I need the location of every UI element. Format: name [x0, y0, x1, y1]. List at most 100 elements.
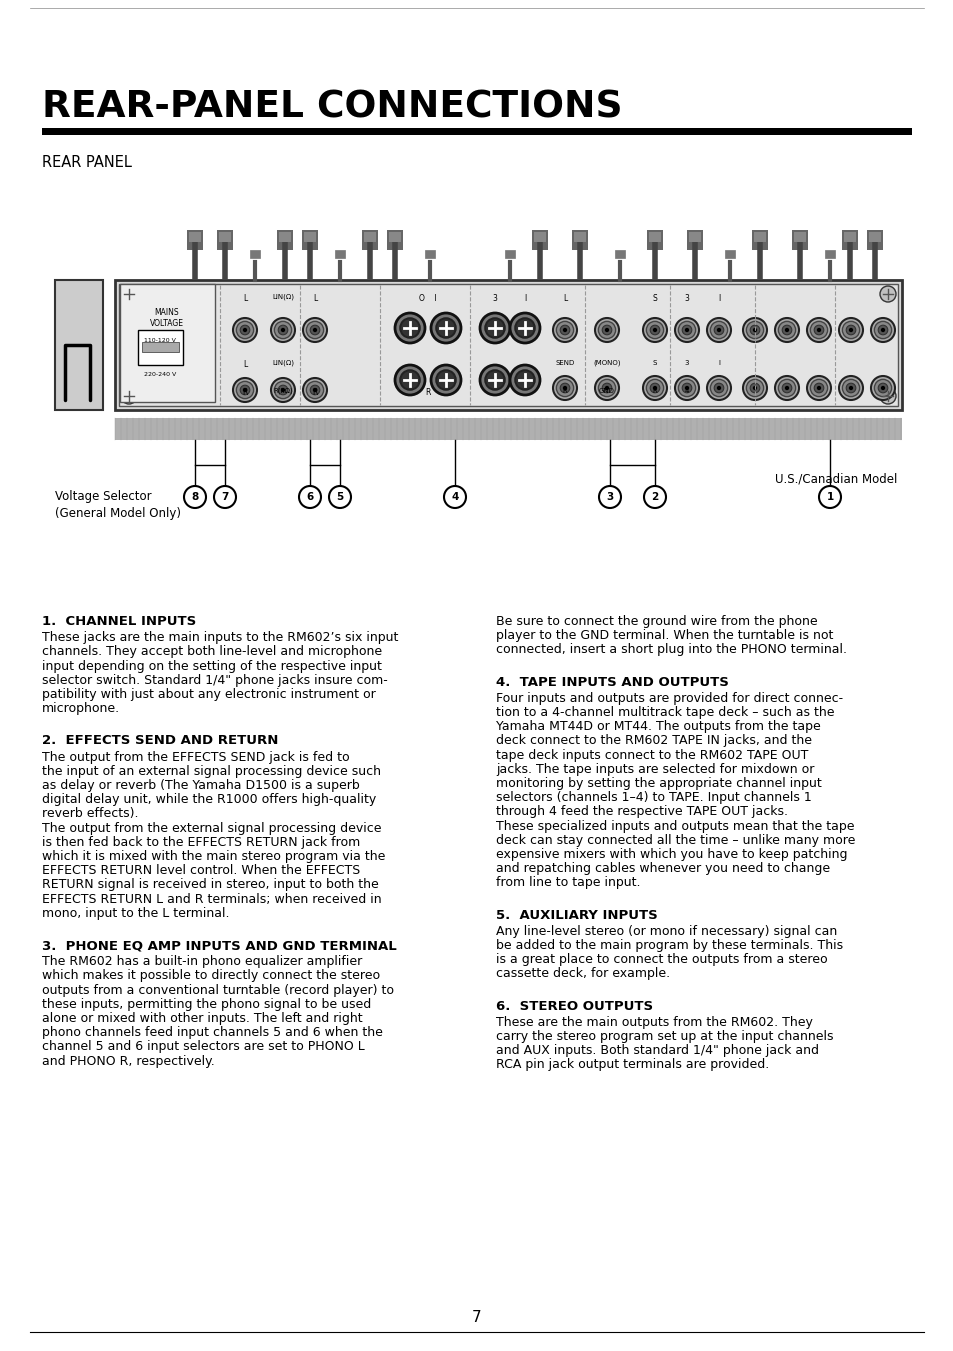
Text: 4: 4	[451, 492, 458, 503]
Text: 3: 3	[492, 295, 497, 303]
Bar	[387, 230, 402, 250]
Bar	[276, 230, 293, 250]
Circle shape	[678, 380, 695, 397]
Circle shape	[710, 322, 727, 339]
Text: (MONO): (MONO)	[593, 359, 620, 366]
Bar	[866, 230, 882, 250]
Text: Four inputs and outputs are provided for direct connec-: Four inputs and outputs are provided for…	[496, 692, 842, 705]
Text: 3.  PHONE EQ AMP INPUTS AND GND TERMINAL: 3. PHONE EQ AMP INPUTS AND GND TERMINAL	[42, 939, 396, 952]
Bar	[532, 230, 547, 250]
Circle shape	[553, 317, 577, 342]
Text: 5: 5	[336, 492, 343, 503]
Text: jacks. The tape inputs are selected for mixdown or: jacks. The tape inputs are selected for …	[496, 763, 814, 775]
Bar	[841, 230, 857, 250]
Text: These jacks are the main inputs to the RM602’s six input: These jacks are the main inputs to the R…	[42, 631, 398, 644]
Circle shape	[650, 326, 659, 335]
Bar	[751, 230, 767, 250]
Circle shape	[595, 376, 618, 400]
Circle shape	[838, 376, 862, 400]
Text: REAR PANEL: REAR PANEL	[42, 155, 132, 170]
Text: L: L	[562, 295, 566, 303]
Circle shape	[395, 365, 424, 394]
Circle shape	[781, 326, 791, 335]
Text: digital delay unit, while the R1000 offers high-quality: digital delay unit, while the R1000 offe…	[42, 793, 375, 807]
Circle shape	[604, 328, 609, 332]
Bar	[688, 232, 700, 242]
Text: patibility with just about any electronic instrument or: patibility with just about any electroni…	[42, 688, 375, 701]
Circle shape	[431, 365, 460, 394]
Circle shape	[774, 376, 799, 400]
Bar	[361, 230, 377, 250]
Text: 1: 1	[825, 492, 833, 503]
Circle shape	[303, 378, 327, 403]
Bar	[791, 230, 807, 250]
Circle shape	[278, 385, 288, 394]
Text: 1.  CHANNEL INPUTS: 1. CHANNEL INPUTS	[42, 615, 196, 628]
Text: 4: 4	[684, 388, 688, 394]
Text: L: L	[313, 295, 316, 303]
Circle shape	[233, 378, 256, 403]
Bar	[686, 230, 702, 250]
Text: these inputs, permitting the phono signal to be used: these inputs, permitting the phono signa…	[42, 998, 371, 1011]
Circle shape	[243, 328, 247, 332]
Bar	[724, 250, 734, 258]
Circle shape	[752, 386, 757, 390]
Circle shape	[752, 328, 757, 332]
Bar	[793, 232, 805, 242]
Text: S: S	[652, 295, 657, 303]
Circle shape	[431, 313, 460, 343]
Circle shape	[479, 365, 510, 394]
Circle shape	[306, 322, 323, 339]
Text: R: R	[425, 388, 430, 397]
Text: 7: 7	[221, 492, 229, 503]
Text: mono, input to the L terminal.: mono, input to the L terminal.	[42, 907, 230, 920]
Bar	[216, 230, 233, 250]
Bar	[187, 230, 203, 250]
Circle shape	[485, 370, 504, 389]
Text: R(kΩ): R(kΩ)	[273, 388, 293, 394]
Text: 3: 3	[684, 295, 689, 303]
Circle shape	[240, 326, 250, 335]
Circle shape	[510, 313, 539, 343]
Text: I: I	[717, 295, 720, 303]
Text: tion to a 4-channel multitrack tape deck – such as the: tion to a 4-channel multitrack tape deck…	[496, 707, 834, 719]
Circle shape	[650, 384, 659, 393]
Text: These are the main outputs from the RM602. They: These are the main outputs from the RM60…	[496, 1016, 812, 1029]
Circle shape	[879, 388, 895, 404]
Text: tape deck inputs connect to the RM602 TAPE OUT: tape deck inputs connect to the RM602 TA…	[496, 748, 807, 762]
Circle shape	[879, 286, 895, 303]
Circle shape	[714, 384, 723, 393]
Bar	[142, 342, 179, 353]
Text: Yamaha MT44D or MT44. The outputs from the tape: Yamaha MT44D or MT44. The outputs from t…	[496, 720, 820, 734]
Text: SEND: SEND	[555, 359, 574, 366]
Text: be added to the main program by these terminals. This: be added to the main program by these te…	[496, 939, 842, 952]
Circle shape	[485, 319, 504, 338]
Text: player to the GND terminal. When the turntable is not: player to the GND terminal. When the tur…	[496, 630, 833, 642]
Text: R: R	[562, 388, 567, 394]
Circle shape	[678, 322, 695, 339]
Text: L: L	[243, 295, 247, 303]
Circle shape	[556, 322, 573, 339]
Bar	[119, 284, 897, 407]
Circle shape	[642, 376, 666, 400]
Text: 3: 3	[684, 359, 688, 366]
Bar	[824, 250, 834, 258]
Circle shape	[121, 388, 137, 404]
Text: microphone.: microphone.	[42, 703, 120, 715]
Bar	[120, 284, 214, 403]
Circle shape	[436, 370, 456, 389]
Text: R: R	[242, 388, 248, 397]
Text: Voltage Selector
(General Model Only): Voltage Selector (General Model Only)	[55, 490, 181, 520]
Circle shape	[714, 326, 723, 335]
Text: is a great place to connect the outputs from a stereo: is a great place to connect the outputs …	[496, 954, 827, 966]
Circle shape	[774, 317, 799, 342]
Text: reverb effects).: reverb effects).	[42, 808, 138, 820]
Circle shape	[562, 328, 567, 332]
Text: input depending on the setting of the respective input: input depending on the setting of the re…	[42, 659, 381, 673]
Circle shape	[880, 386, 884, 390]
Text: from line to tape input.: from line to tape input.	[496, 877, 639, 889]
Circle shape	[848, 328, 852, 332]
Circle shape	[681, 384, 691, 393]
Text: 2.  EFFECTS SEND AND RETURN: 2. EFFECTS SEND AND RETURN	[42, 735, 278, 747]
Bar	[189, 232, 201, 242]
